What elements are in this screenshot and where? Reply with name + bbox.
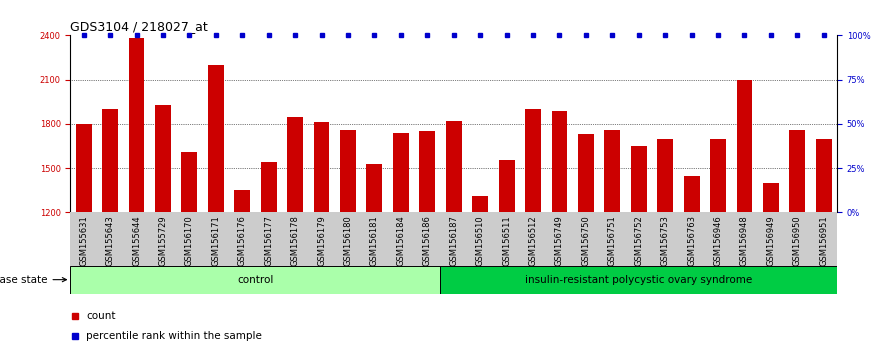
Text: GSM156949: GSM156949 — [766, 215, 775, 266]
Text: GSM156750: GSM156750 — [581, 215, 590, 266]
Text: percentile rank within the sample: percentile rank within the sample — [86, 331, 262, 341]
Text: GSM156511: GSM156511 — [502, 215, 511, 266]
Bar — [816, 139, 832, 212]
Text: GSM155729: GSM155729 — [159, 215, 167, 266]
Text: GSM155631: GSM155631 — [79, 215, 88, 266]
Text: GDS3104 / 218027_at: GDS3104 / 218027_at — [70, 20, 208, 33]
Bar — [440, 266, 837, 294]
Text: GSM156950: GSM156950 — [793, 215, 802, 266]
Bar — [710, 139, 726, 212]
Bar — [70, 266, 440, 294]
Text: disease state: disease state — [0, 275, 66, 285]
Bar — [181, 152, 197, 212]
Bar — [340, 130, 356, 212]
Text: GSM156176: GSM156176 — [238, 215, 247, 266]
Text: GSM156948: GSM156948 — [740, 215, 749, 266]
Bar — [631, 146, 647, 212]
Text: GSM156752: GSM156752 — [634, 215, 643, 266]
Text: GSM156184: GSM156184 — [396, 215, 405, 266]
Text: GSM156753: GSM156753 — [661, 215, 670, 266]
Text: GSM156951: GSM156951 — [819, 215, 828, 266]
Text: count: count — [86, 311, 115, 321]
Bar — [789, 130, 805, 212]
Bar — [737, 80, 752, 212]
Text: GSM156749: GSM156749 — [555, 215, 564, 266]
Text: GSM155644: GSM155644 — [132, 215, 141, 266]
Bar — [657, 139, 673, 212]
Bar — [499, 160, 515, 212]
Bar — [763, 183, 779, 212]
Bar — [234, 190, 250, 212]
Bar — [525, 109, 541, 212]
Bar — [419, 131, 435, 212]
Text: GSM156751: GSM156751 — [608, 215, 617, 266]
Bar — [208, 65, 224, 212]
Text: GSM155643: GSM155643 — [106, 215, 115, 266]
Bar — [472, 196, 488, 212]
Text: GSM156186: GSM156186 — [423, 215, 432, 266]
Bar — [261, 162, 277, 212]
Bar — [684, 176, 700, 212]
Text: GSM156179: GSM156179 — [317, 215, 326, 266]
Text: GSM156763: GSM156763 — [687, 215, 696, 266]
Text: GSM156178: GSM156178 — [291, 215, 300, 266]
Bar — [578, 134, 594, 212]
Text: GSM156177: GSM156177 — [264, 215, 273, 266]
Text: GSM156510: GSM156510 — [476, 215, 485, 266]
Bar — [76, 124, 92, 212]
Text: GSM156187: GSM156187 — [449, 215, 458, 266]
Bar — [552, 110, 567, 212]
Bar — [366, 164, 382, 212]
Text: GSM156171: GSM156171 — [211, 215, 220, 266]
Text: GSM156512: GSM156512 — [529, 215, 537, 266]
Bar — [604, 130, 620, 212]
Text: GSM156946: GSM156946 — [714, 215, 722, 266]
Text: GSM156170: GSM156170 — [185, 215, 194, 266]
Text: insulin-resistant polycystic ovary syndrome: insulin-resistant polycystic ovary syndr… — [525, 275, 752, 285]
Bar — [393, 133, 409, 212]
Text: GSM156180: GSM156180 — [344, 215, 352, 266]
Text: control: control — [237, 275, 274, 285]
Bar — [155, 105, 171, 212]
Bar — [446, 121, 462, 212]
Bar — [129, 38, 144, 212]
Bar — [314, 122, 329, 212]
Bar — [102, 109, 118, 212]
Bar — [287, 116, 303, 212]
Text: GSM156181: GSM156181 — [370, 215, 379, 266]
